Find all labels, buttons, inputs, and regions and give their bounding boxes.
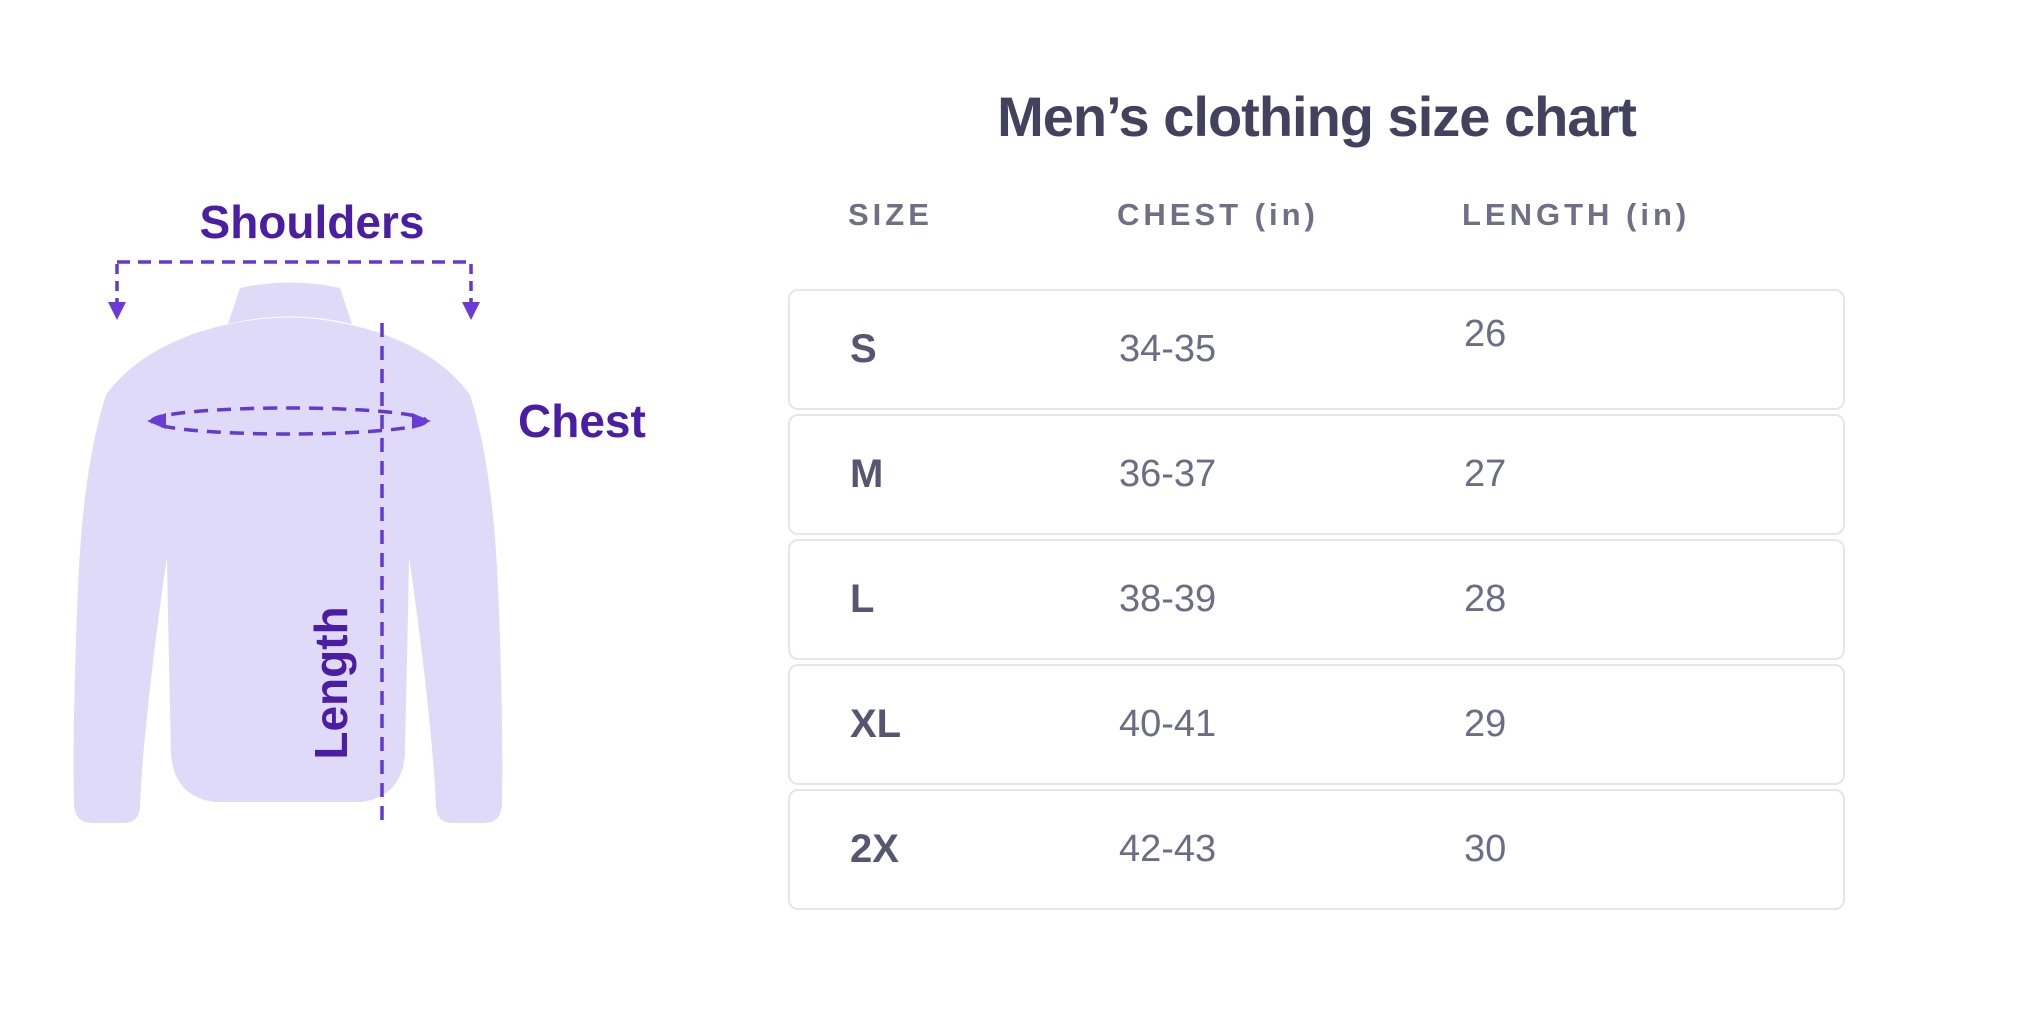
length-cell: 27 [1464, 453, 1507, 495]
arrow-down-right-icon [462, 302, 480, 320]
table-row: L 38-39 28 [788, 539, 1845, 660]
arrow-left-icon [147, 413, 166, 429]
length-label: Length [305, 606, 357, 759]
chest-cell: 34-35 [1119, 328, 1217, 370]
size-cell: S [850, 327, 877, 371]
size-cell: L [850, 577, 875, 621]
table-header-row: SIZE CHEST (in) LENGTH (in) [788, 190, 1845, 240]
size-cell: 2X [850, 827, 899, 871]
arrow-right-icon [412, 413, 431, 429]
length-cell: 26 [1464, 313, 1507, 355]
table-row: XL 40-41 29 [788, 664, 1845, 785]
shoulders-measure-bracket [115, 260, 473, 302]
chest-cell: 42-43 [1119, 828, 1217, 870]
table-body: S 34-35 26 M 36-37 27 L 38-39 28 XL 40-4… [788, 289, 1845, 914]
chest-cell: 36-37 [1119, 453, 1217, 495]
shirt-silhouette [73, 282, 503, 823]
length-cell: 28 [1464, 578, 1507, 620]
length-cell: 29 [1464, 703, 1507, 745]
length-cell: 30 [1464, 828, 1507, 870]
chest-cell: 38-39 [1119, 578, 1217, 620]
column-header-size: SIZE [848, 197, 933, 232]
chest-cell: 40-41 [1119, 703, 1217, 745]
page-title: Men’s clothing size chart [997, 85, 1637, 148]
shirt-diagram: Shoulders Chest Length [73, 196, 646, 823]
size-cell: M [850, 452, 884, 496]
table-row: 2X 42-43 30 [788, 789, 1845, 910]
size-cell: XL [850, 702, 902, 746]
column-header-chest: CHEST (in) [1117, 197, 1319, 232]
table-row: S 34-35 26 [788, 289, 1845, 410]
table-row: M 36-37 27 [788, 414, 1845, 535]
shoulders-label: Shoulders [200, 196, 425, 248]
arrow-down-left-icon [108, 302, 126, 320]
size-chart: Men’s clothing size chart SIZE CHEST (in… [788, 0, 1845, 1020]
column-header-length: LENGTH (in) [1462, 197, 1691, 232]
chest-measure-ellipse [147, 406, 431, 436]
chest-label: Chest [518, 395, 646, 447]
